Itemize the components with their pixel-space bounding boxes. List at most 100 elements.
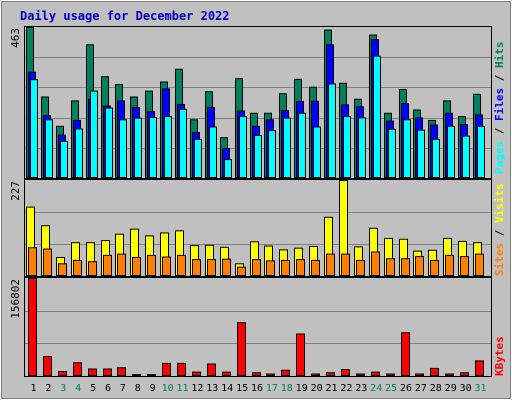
sites-bar — [326, 253, 335, 277]
sites-bar — [192, 259, 201, 277]
kbytes-bar — [460, 372, 469, 377]
pages-bar — [30, 79, 38, 178]
day-tick-label: 6 — [105, 383, 111, 394]
kbytes-bar — [43, 356, 52, 376]
day-tick-label: 31 — [474, 383, 486, 394]
kbytes-bar — [73, 362, 82, 377]
pages-bar — [388, 128, 396, 179]
sites-bar — [222, 258, 231, 277]
hits-files-pages-ymax-label: 463 — [9, 28, 22, 48]
kbytes-grid — [25, 311, 491, 344]
pages-bar — [179, 108, 187, 178]
pages-bar — [194, 138, 202, 179]
pages-bar — [417, 129, 425, 178]
kbytes-bar — [475, 360, 484, 377]
day-tick-label: 20 — [311, 383, 323, 394]
legend-visits: Visits — [493, 183, 506, 223]
day-tick-label: 15 — [236, 383, 248, 394]
day-tick-label: 19 — [296, 383, 308, 394]
kbytes-bar — [162, 362, 171, 376]
day-tick-label: 18 — [281, 383, 293, 394]
kbytes-bar — [386, 373, 395, 376]
pages-bar — [224, 159, 232, 178]
sites-bar — [117, 253, 126, 277]
pages-bar — [462, 135, 470, 178]
legend-files: Files — [493, 88, 506, 121]
pages-bar — [90, 90, 98, 178]
sites-bar — [73, 259, 82, 276]
visits-sites-bars — [26, 180, 484, 277]
kbytes-bar — [371, 371, 380, 377]
sites-bar — [415, 256, 424, 277]
pages-bar — [358, 117, 366, 179]
day-tick-label: 5 — [90, 383, 96, 394]
kbytes-bar — [237, 322, 246, 376]
sites-bar — [28, 247, 37, 277]
legend-separator: / — [493, 121, 506, 141]
sites-bar — [356, 259, 365, 276]
kbytes-ymax-label: 156802 — [9, 279, 22, 319]
pages-bar — [298, 112, 306, 178]
sites-bar — [386, 258, 395, 276]
pages-bar — [105, 107, 113, 178]
pages-bar — [254, 134, 262, 178]
kbytes-bar — [356, 373, 365, 376]
legend-separator: / — [493, 68, 506, 88]
pages-bar — [60, 140, 68, 179]
day-tick-label: 16 — [251, 383, 263, 394]
sites-bar — [460, 256, 469, 277]
kbytes-bar — [103, 368, 112, 376]
kbytes-bar — [177, 362, 186, 376]
kbytes-bar — [207, 363, 216, 376]
day-tick-label: 1 — [30, 383, 36, 394]
day-tick-label: 28 — [430, 383, 442, 394]
legend-kbytes: KBytes — [493, 336, 506, 376]
kbytes-bar — [445, 373, 454, 376]
sites-bar — [311, 259, 320, 276]
kbytes-bar — [132, 374, 141, 377]
sites-bar — [207, 259, 216, 277]
sites-bar — [177, 254, 186, 277]
sites-bar — [132, 256, 141, 277]
day-tick-label: 22 — [340, 383, 352, 394]
kbytes-bar — [266, 373, 275, 376]
kbytes-bar — [252, 372, 261, 377]
sites-bar — [88, 261, 97, 277]
kbytes-bar — [28, 278, 37, 376]
hits-files-pages-panel — [24, 26, 492, 179]
kbytes-bar — [341, 369, 350, 377]
sites-bar — [296, 259, 305, 277]
kbytes-bar — [88, 368, 97, 376]
day-axis-labels: 1 2 3 4 5 6 7 8 9 10 11 12 13 14 15 16 17 18 19 20 21 22 23 24 2… — [30, 383, 486, 394]
kbytes-legend: KBytes — [493, 336, 506, 376]
legend-sites: Sites — [493, 243, 506, 276]
pages-bar — [373, 55, 381, 178]
pages-bar — [119, 119, 127, 179]
day-tick-label: 3 — [60, 383, 66, 394]
pages-bar — [134, 117, 142, 179]
hits-files-pages-legend: Pages / Files / Hits — [493, 42, 506, 175]
sites-bar — [445, 254, 454, 277]
kbytes-bar — [58, 371, 67, 376]
day-tick-label: 25 — [385, 383, 397, 394]
sites-bar — [43, 248, 52, 277]
day-tick-label: 2 — [45, 383, 51, 394]
day-tick-label: 26 — [400, 383, 412, 394]
visits-sites-panel — [24, 179, 492, 277]
kbytes-bar — [326, 372, 335, 377]
sites-bar — [430, 259, 439, 276]
sites-bar — [475, 253, 484, 277]
day-tick-label: 14 — [221, 383, 233, 394]
visits-sites-ymax-label: 227 — [9, 181, 22, 201]
kbytes-bar — [192, 371, 201, 377]
pages-bar — [313, 126, 321, 178]
kbytes-bar — [296, 333, 305, 377]
legend-pages: Pages — [493, 141, 506, 174]
sites-bar — [58, 263, 67, 276]
pages-bar — [45, 119, 53, 179]
sites-bar — [237, 266, 246, 277]
day-tick-label: 27 — [415, 383, 427, 394]
kbytes-bar — [147, 374, 156, 377]
kbytes-bar — [401, 332, 410, 376]
